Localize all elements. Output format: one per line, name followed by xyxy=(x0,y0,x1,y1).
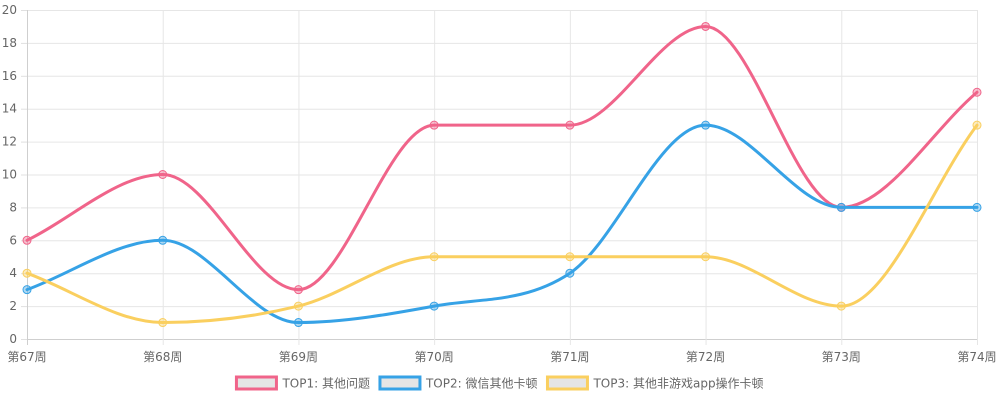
legend-swatch xyxy=(545,375,589,391)
legend-item-1[interactable]: TOP1: 其他问题 xyxy=(234,375,370,391)
data-point[interactable] xyxy=(972,120,982,130)
data-point[interactable] xyxy=(565,268,575,278)
legend-label: TOP3: 其他非游戏app操作卡顿 xyxy=(592,376,763,391)
data-point[interactable] xyxy=(22,235,32,245)
y-tick-label: 14 xyxy=(2,102,17,116)
data-point[interactable] xyxy=(972,87,982,97)
series-2 xyxy=(22,120,982,328)
data-point[interactable] xyxy=(158,235,168,245)
x-tick-label: 第67周 xyxy=(7,350,46,364)
data-point[interactable] xyxy=(293,301,303,311)
legend-item-2[interactable]: TOP2: 微信其他卡顿 xyxy=(378,375,538,391)
x-tick-label: 第70周 xyxy=(415,350,454,364)
legend-swatch xyxy=(378,375,422,391)
series-line xyxy=(25,123,979,325)
y-tick-label: 0 xyxy=(9,332,17,346)
data-point[interactable] xyxy=(972,202,982,212)
y-tick-label: 18 xyxy=(2,36,17,50)
data-point[interactable] xyxy=(429,252,439,262)
x-tick-label: 第69周 xyxy=(279,350,318,364)
data-point[interactable] xyxy=(293,318,303,328)
legend-label: TOP1: 其他问题 xyxy=(281,377,370,391)
y-tick-label: 8 xyxy=(9,200,17,214)
y-tick-label: 4 xyxy=(9,266,17,280)
x-tick-label: 第73周 xyxy=(822,350,861,364)
data-point[interactable] xyxy=(429,301,439,311)
series-3 xyxy=(22,120,982,328)
legend-label: TOP2: 微信其他卡顿 xyxy=(425,377,538,391)
series-line xyxy=(25,123,979,325)
data-point[interactable] xyxy=(429,120,439,130)
x-tick-label: 第68周 xyxy=(143,350,182,364)
y-tick-label: 2 xyxy=(9,299,17,313)
x-tick-label: 第74周 xyxy=(957,350,996,364)
legend-swatch xyxy=(234,375,278,391)
series-layer xyxy=(22,21,982,328)
data-point[interactable] xyxy=(701,120,711,130)
data-point[interactable] xyxy=(22,268,32,278)
x-tick-label: 第72周 xyxy=(686,350,725,364)
y-tick-label: 10 xyxy=(2,168,17,182)
x-tick-label: 第71周 xyxy=(550,350,589,364)
data-point[interactable] xyxy=(701,21,711,31)
series-1 xyxy=(22,21,982,295)
grid-layer xyxy=(27,10,978,345)
y-tick-label: 6 xyxy=(9,233,17,247)
data-point[interactable] xyxy=(158,318,168,328)
data-point[interactable] xyxy=(293,285,303,295)
data-point[interactable] xyxy=(158,170,168,179)
data-point[interactable] xyxy=(22,285,32,295)
data-point[interactable] xyxy=(836,301,846,311)
series-line xyxy=(25,24,979,292)
axis-layer: 0 2 4 6 8 10 12 14 16 18 20 第67周 第68周 第69周 第70周 第71周 第72… xyxy=(2,3,997,364)
legend[interactable]: TOP1: 其他问题 TOP2: 微信其他卡顿 TOP3: 其他非游戏app操作卡顿 xyxy=(234,375,764,391)
y-tick-label: 16 xyxy=(2,69,17,83)
data-point[interactable] xyxy=(701,252,711,262)
legend-item-3[interactable]: TOP3: 其他非游戏app操作卡顿 xyxy=(545,375,764,391)
y-tick-label: 12 xyxy=(2,135,17,149)
y-tick-label: 20 xyxy=(2,3,17,17)
data-point[interactable] xyxy=(565,252,575,262)
data-point[interactable] xyxy=(836,202,846,212)
data-point[interactable] xyxy=(565,120,575,130)
